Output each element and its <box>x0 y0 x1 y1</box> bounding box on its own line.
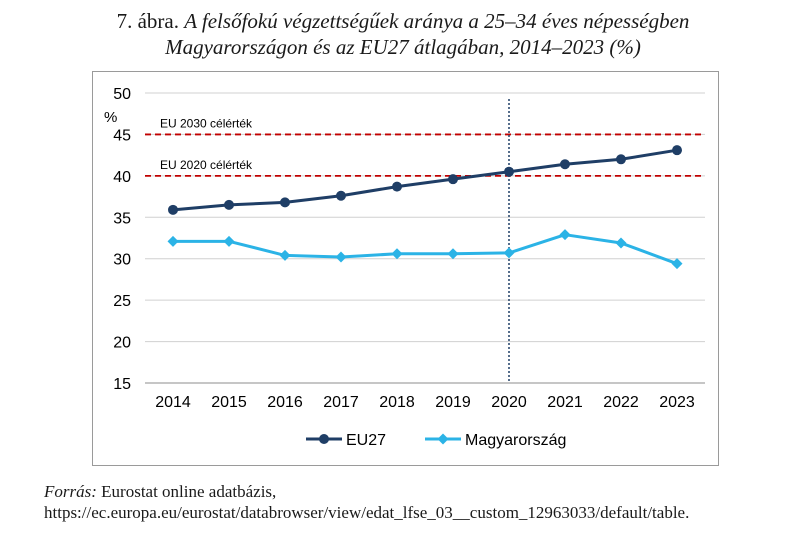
y-tick-label: 15 <box>113 376 131 393</box>
x-tick-label: 2018 <box>379 394 415 411</box>
series-line-eu27 <box>172 148 678 212</box>
data-point <box>391 248 403 260</box>
x-tick-label: 2022 <box>603 394 639 411</box>
x-tick-label: 2020 <box>491 394 527 411</box>
series-line-hungary <box>173 233 678 266</box>
legend-marker <box>319 434 329 444</box>
data-point <box>168 204 178 215</box>
figure-title-part2: Magyarországon és az EU27 átlagában, 201… <box>165 35 641 59</box>
y-tick-label: 30 <box>113 252 131 269</box>
target-line-label: EU 2020 célérték <box>160 158 253 172</box>
data-point <box>392 181 402 192</box>
x-tick-label: 2014 <box>155 394 191 411</box>
data-point <box>672 145 682 156</box>
data-point <box>504 166 514 177</box>
figure-caption: 7. ábra. A felsőfokú végzettségűek arány… <box>0 8 806 60</box>
data-point <box>671 258 683 270</box>
data-point <box>448 174 458 185</box>
y-tick-label: 50 <box>113 86 131 103</box>
data-point <box>280 197 290 208</box>
data-point <box>223 235 235 247</box>
y-axis-label: % <box>104 109 117 126</box>
data-point <box>560 159 570 170</box>
y-tick-label: 25 <box>113 293 131 310</box>
figure-title-part1: A felsőfokú végzettségűek aránya a 25–34… <box>184 9 690 33</box>
data-point <box>503 247 515 259</box>
data-point <box>279 249 291 261</box>
data-point <box>167 235 179 247</box>
data-point <box>224 199 234 210</box>
data-point <box>559 229 571 241</box>
legend-label: Magyarország <box>465 432 566 449</box>
figure-number: 7. ábra. <box>116 9 179 33</box>
x-tick-label: 2017 <box>323 394 359 411</box>
data-point <box>615 237 627 249</box>
legend-label: EU27 <box>346 432 386 449</box>
x-tick-label: 2016 <box>267 394 303 411</box>
y-tick-label: 45 <box>113 127 131 144</box>
target-line-label: EU 2030 célérték <box>160 116 253 130</box>
chart-frame <box>92 71 719 466</box>
x-tick-label: 2023 <box>659 394 695 411</box>
y-tick-label: 20 <box>113 335 131 352</box>
data-point <box>447 248 459 260</box>
caption-line-1: 7. ábra. A felsőfokú végzettségűek arány… <box>0 8 806 34</box>
y-tick-label: 35 <box>113 210 131 227</box>
x-tick-label: 2019 <box>435 394 471 411</box>
x-tick-label: 2021 <box>547 394 583 411</box>
source-label: Forrás: <box>44 482 97 501</box>
x-tick-label: 2015 <box>211 394 247 411</box>
legend-marker <box>437 433 449 445</box>
data-point <box>616 154 626 165</box>
data-point <box>336 190 346 201</box>
source-note: Forrás: Eurostat online adatbázis, https… <box>44 481 784 523</box>
data-point <box>335 251 347 263</box>
source-text: Eurostat online adatbázis, https://ec.eu… <box>44 482 690 522</box>
y-tick-label: 40 <box>113 169 131 186</box>
